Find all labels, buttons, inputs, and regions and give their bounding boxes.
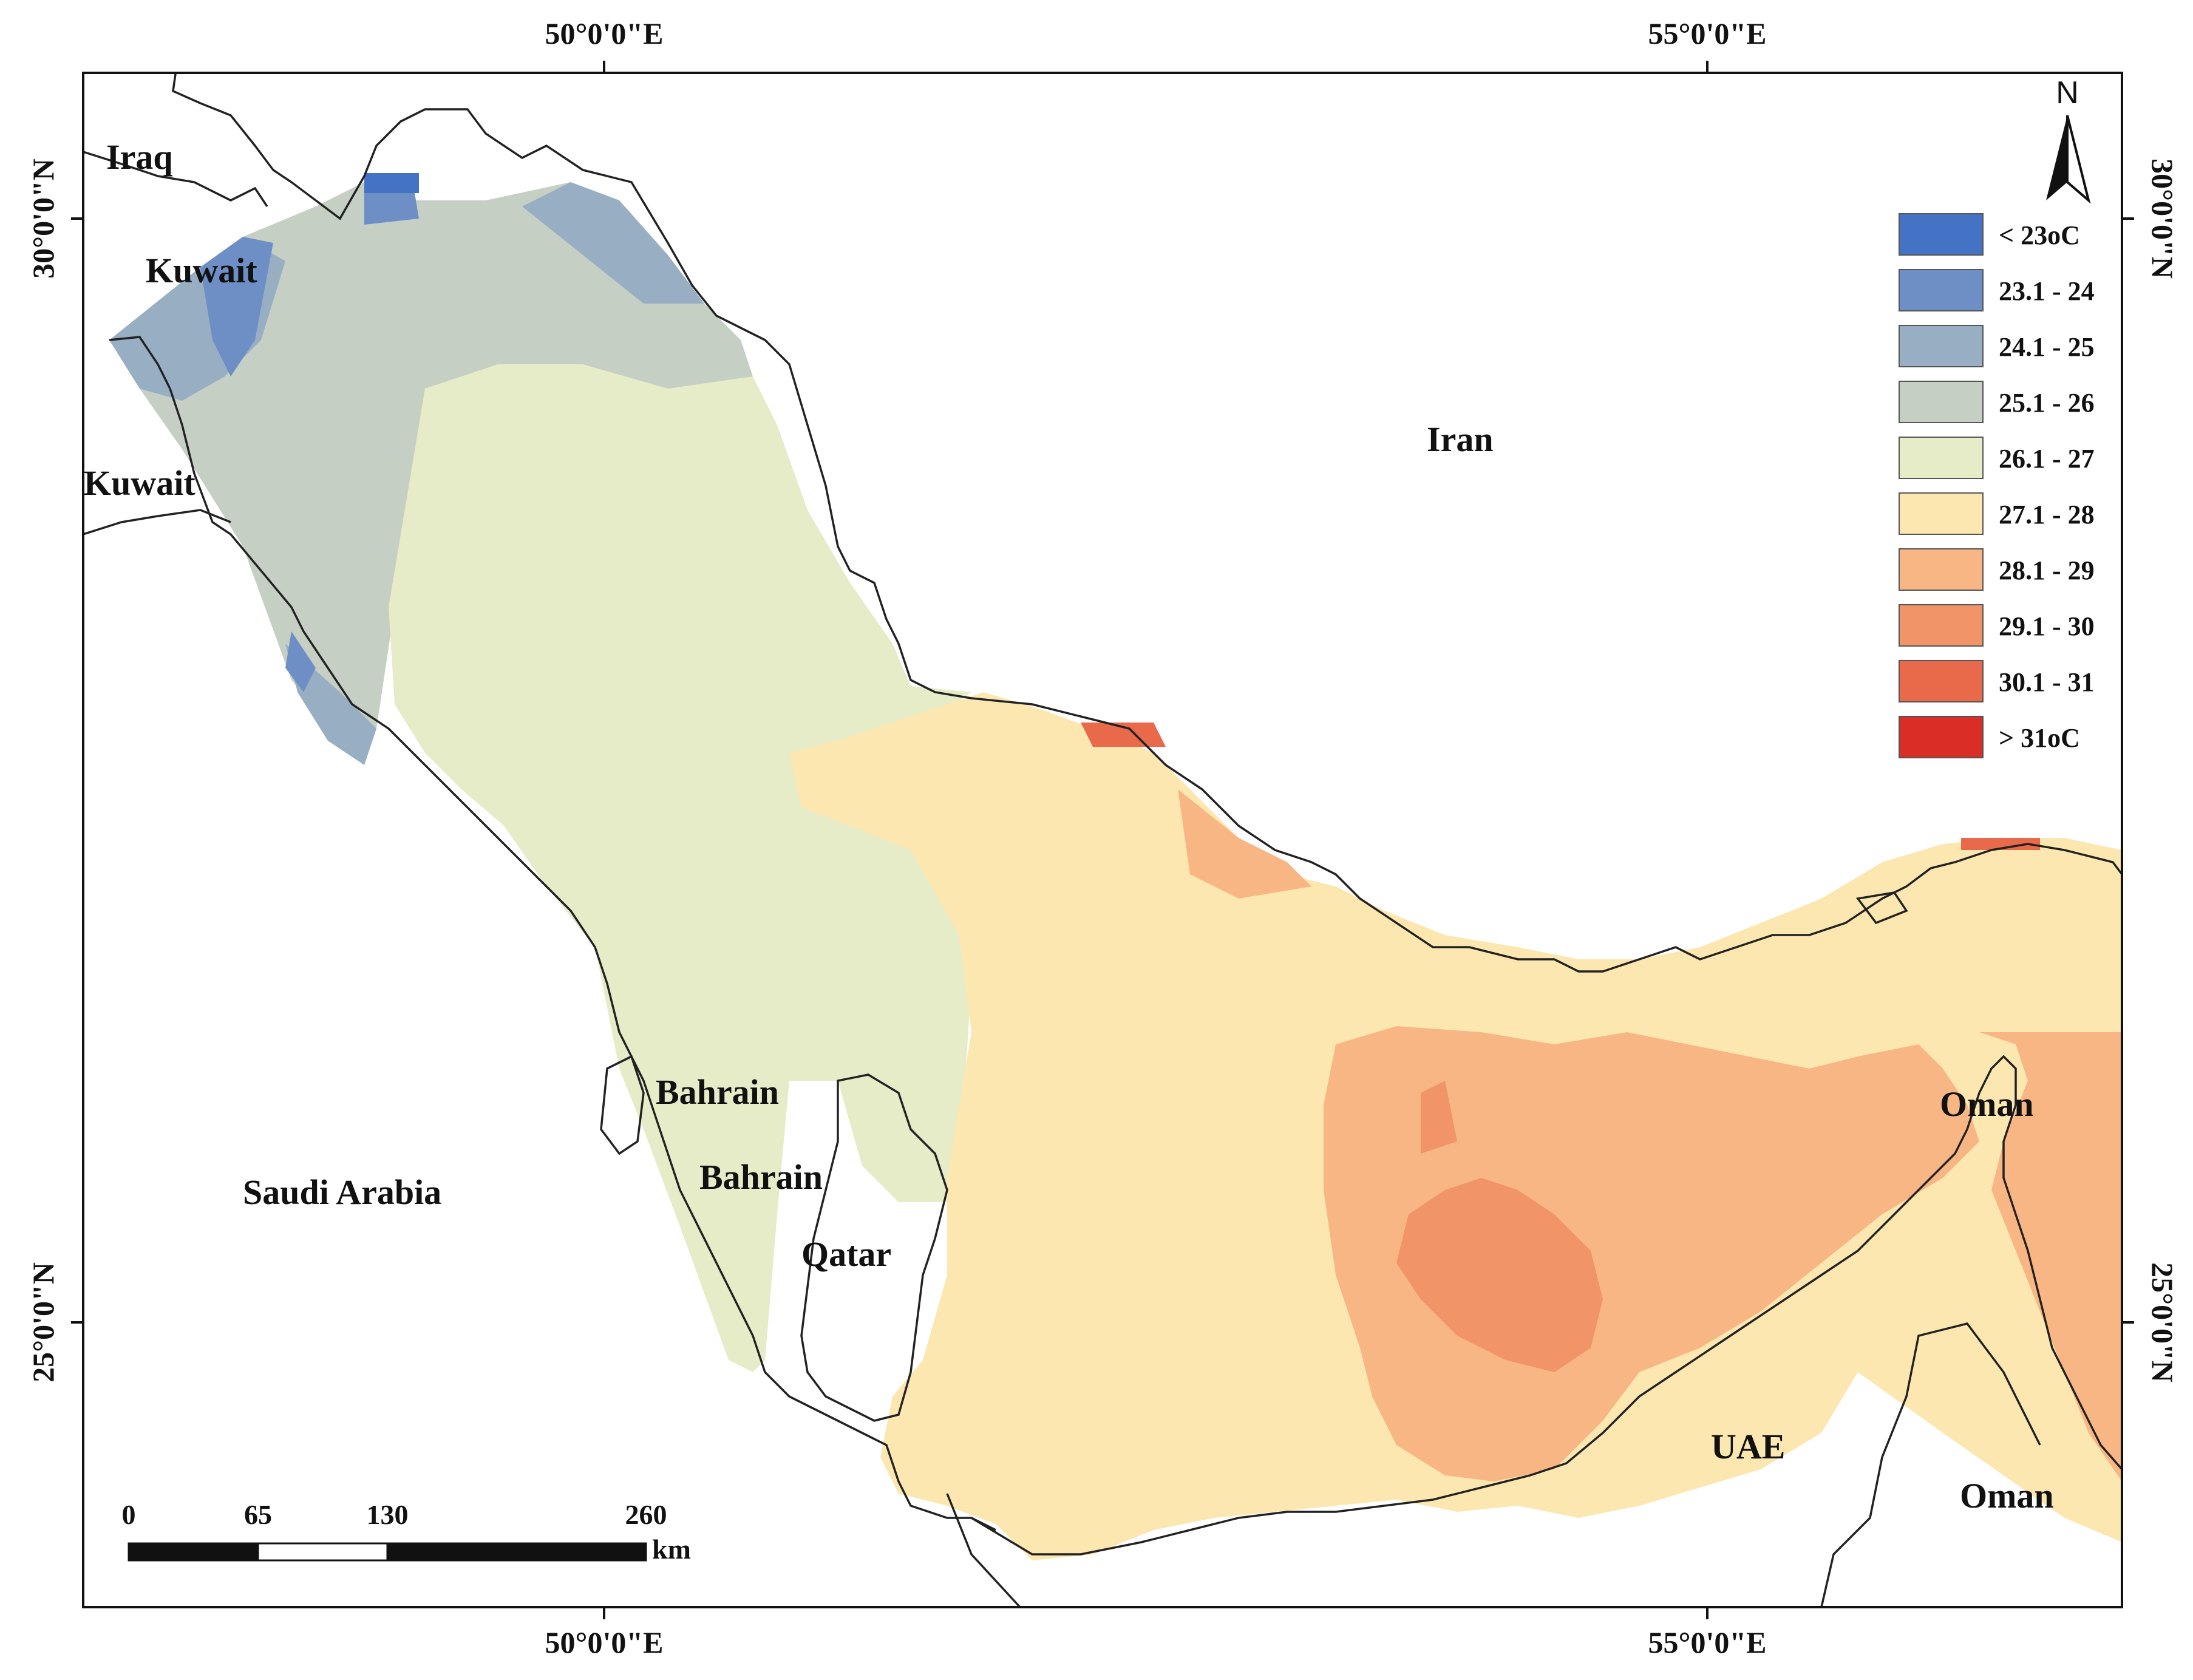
legend-item: 30.1 - 31 xyxy=(1899,660,2095,702)
scale-segment-1 xyxy=(127,1542,259,1562)
legend-label: 30.1 - 31 xyxy=(1999,667,2095,697)
legend-swatch xyxy=(1899,213,1984,256)
north-arrow-icon: N xyxy=(2046,75,2091,204)
lon-label-bottom-55: 55°0'0"E xyxy=(1648,1625,1767,1659)
legend-swatch xyxy=(1899,548,1984,591)
bahrain-island xyxy=(600,1055,645,1155)
legend: < 23oC 23.1 - 24 24.1 - 25 25.1 - 26 26.… xyxy=(1899,213,2095,758)
legend-swatch xyxy=(1899,716,1984,758)
place-label-bahrain-1: Bahrain xyxy=(656,1072,779,1112)
zone-26-27 xyxy=(389,364,971,1372)
legend-label: 25.1 - 26 xyxy=(1999,388,2095,418)
lat-label-left-25: 25°0'0"N xyxy=(26,1262,60,1382)
legend-item: 29.1 - 30 xyxy=(1899,604,2095,647)
place-label-iraq: Iraq xyxy=(106,137,173,177)
legend-label: 23.1 - 24 xyxy=(1999,276,2095,306)
place-label-uae: UAE xyxy=(1711,1427,1785,1466)
frame-ticks xyxy=(71,61,2134,1619)
place-label-oman-2: Oman xyxy=(1960,1476,2054,1515)
zone-23-24-b xyxy=(285,631,316,692)
zone-28-29 xyxy=(1324,1026,1979,1481)
uae-oman-border xyxy=(1820,1322,2041,1607)
place-label-kuwait-1: Kuwait xyxy=(146,251,257,290)
zone-23-24 xyxy=(200,237,273,376)
iran-coastline xyxy=(172,73,2122,973)
legend-swatch xyxy=(1899,269,1984,311)
zone-30-31-east xyxy=(1961,838,2040,850)
scale-bar: 0 65 130 260 km xyxy=(122,1499,691,1565)
place-label-oman-1: Oman xyxy=(1940,1084,2034,1124)
scale-tick-130: 130 xyxy=(367,1499,409,1530)
iraq-kuwait-border xyxy=(83,151,268,207)
scale-tick-65: 65 xyxy=(244,1499,272,1530)
place-label-qatar: Qatar xyxy=(801,1234,891,1274)
zone-under-23 xyxy=(364,173,419,193)
place-label-saudi-arabia: Saudi Arabia xyxy=(243,1172,441,1212)
temperature-field xyxy=(109,173,2122,1560)
place-label-kuwait-2: Kuwait xyxy=(84,463,195,503)
place-label-iran: Iran xyxy=(1427,420,1494,459)
legend-swatch xyxy=(1899,492,1984,535)
kuwait-saudi-border xyxy=(83,509,231,536)
legend-item: 25.1 - 26 xyxy=(1899,381,2095,423)
scale-tick-260: 260 xyxy=(625,1499,667,1530)
legend-item: > 31oC xyxy=(1899,716,2080,758)
legend-label: < 23oC xyxy=(1999,220,2080,250)
scale-tick-0: 0 xyxy=(122,1499,136,1530)
zone-28-29-coast xyxy=(1178,789,1311,899)
lat-label-right-25: 25°0'0"N xyxy=(2146,1262,2180,1382)
lon-label-top-55: 55°0'0"E xyxy=(1648,16,1767,50)
legend-item: 23.1 - 24 xyxy=(1899,269,2095,311)
uae-coast xyxy=(971,1055,2122,1556)
legend-label: 28.1 - 29 xyxy=(1999,556,2095,585)
legend-label: > 31oC xyxy=(1999,723,2080,753)
map-frame xyxy=(82,72,2123,1608)
legend-label: 27.1 - 28 xyxy=(1999,500,2095,529)
scale-segment-3 xyxy=(386,1542,647,1562)
legend-label: 26.1 - 27 xyxy=(1999,444,2095,474)
legend-item: 27.1 - 28 xyxy=(1899,492,2095,535)
legend-swatch xyxy=(1899,604,1984,647)
lon-label-bottom-50: 50°0'0"E xyxy=(545,1625,664,1659)
zone-29-30 xyxy=(1396,1178,1603,1372)
legend-item: < 23oC xyxy=(1899,213,2080,256)
legend-item: 24.1 - 25 xyxy=(1899,325,2095,367)
legend-swatch xyxy=(1899,660,1984,702)
zone-24-25-ne xyxy=(522,182,704,304)
scale-segment-2 xyxy=(257,1542,389,1562)
lat-label-right-30: 30°0'0"N xyxy=(2146,158,2180,279)
scale-unit: km xyxy=(652,1534,691,1565)
lon-label-top-50: 50°0'0"E xyxy=(545,16,664,50)
svg-text:N: N xyxy=(2056,75,2079,111)
lat-label-left-30: 30°0'0"N xyxy=(26,158,60,279)
saudi-coast xyxy=(229,533,996,1531)
legend-label: 29.1 - 30 xyxy=(1999,611,2095,641)
legend-swatch xyxy=(1899,437,1984,479)
zone-28-29-east xyxy=(1979,1032,2122,1481)
map-content xyxy=(83,73,2122,1607)
saudi-uae-border xyxy=(946,1493,1021,1607)
qatar-coast xyxy=(800,1073,948,1422)
legend-item: 28.1 - 29 xyxy=(1899,548,2095,591)
coastlines xyxy=(83,73,2122,1607)
legend-label: 24.1 - 25 xyxy=(1999,332,2095,362)
place-label-bahrain-2: Bahrain xyxy=(699,1157,823,1197)
zone-30-31-coast xyxy=(1081,723,1166,747)
zone-29-30-spot xyxy=(1421,1081,1457,1154)
legend-swatch xyxy=(1899,325,1984,367)
legend-item: 26.1 - 27 xyxy=(1899,437,2095,479)
iran-island xyxy=(1855,891,1908,925)
legend-swatch xyxy=(1899,381,1984,423)
